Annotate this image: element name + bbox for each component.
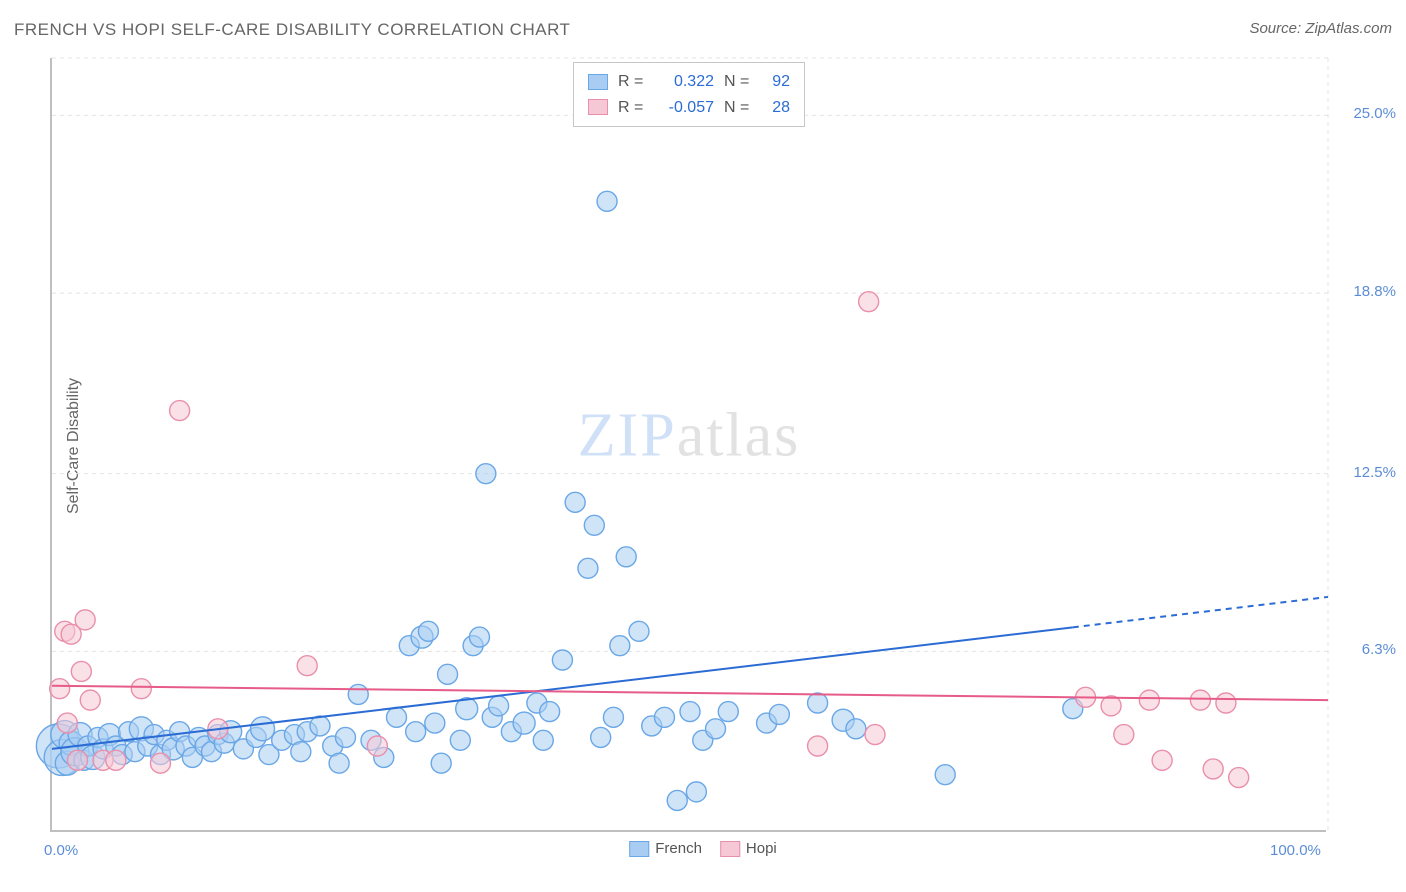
scatter-point — [578, 558, 598, 578]
scatter-point — [584, 515, 604, 535]
scatter-point — [450, 730, 470, 750]
scatter-point — [425, 713, 445, 733]
scatter-point — [406, 722, 426, 742]
legend-item: French — [629, 840, 702, 857]
stat-r-value: 0.322 — [656, 69, 714, 95]
stat-row: R = -0.057 N = 28 — [588, 95, 790, 121]
scatter-point — [513, 712, 535, 734]
scatter-point — [469, 627, 489, 647]
scatter-point — [438, 664, 458, 684]
y-tick-label: 25.0% — [1353, 105, 1396, 122]
scatter-point — [251, 717, 275, 741]
scatter-point — [431, 753, 451, 773]
scatter-point — [1101, 696, 1121, 716]
chart-container: FRENCH VS HOPI SELF-CARE DISABILITY CORR… — [0, 0, 1406, 892]
scatter-point — [565, 492, 585, 512]
scatter-point — [387, 707, 407, 727]
legend-swatch — [720, 841, 740, 857]
scatter-point — [540, 702, 560, 722]
scatter-point — [846, 719, 866, 739]
scatter-point — [1190, 690, 1210, 710]
scatter-point — [106, 750, 126, 770]
scatter-point — [718, 702, 738, 722]
scatter-point — [706, 719, 726, 739]
scatter-point — [603, 707, 623, 727]
stat-swatch — [588, 74, 608, 90]
scatter-point — [50, 679, 70, 699]
stat-r-value: -0.057 — [656, 95, 714, 121]
scatter-point — [629, 621, 649, 641]
scatter-point — [335, 727, 355, 747]
scatter-point — [476, 464, 496, 484]
scatter-point — [686, 782, 706, 802]
scatter-point — [170, 401, 190, 421]
stat-n-value: 92 — [762, 69, 790, 95]
scatter-point — [489, 696, 509, 716]
scatter-point — [667, 790, 687, 810]
scatter-point — [1114, 725, 1134, 745]
scatter-point — [552, 650, 572, 670]
scatter-point — [418, 621, 438, 641]
scatter-point — [591, 727, 611, 747]
legend-item: Hopi — [720, 840, 777, 857]
scatter-point — [808, 693, 828, 713]
scatter-point — [935, 765, 955, 785]
scatter-point — [610, 636, 630, 656]
scatter-point — [769, 704, 789, 724]
stat-row: R = 0.322 N = 92 — [588, 69, 790, 95]
scatter-point — [865, 725, 885, 745]
stat-swatch — [588, 99, 608, 115]
legend-label: French — [655, 840, 702, 857]
scatter-point — [1203, 759, 1223, 779]
stat-n-value: 28 — [762, 95, 790, 121]
scatter-point — [367, 736, 387, 756]
scatter-point — [654, 707, 674, 727]
scatter-point — [808, 736, 828, 756]
scatter-point — [1216, 693, 1236, 713]
scatter-point — [1229, 768, 1249, 788]
legend-label: Hopi — [746, 840, 777, 857]
y-tick-label: 6.3% — [1362, 641, 1396, 658]
plot-area: ZIPatlas R =0.322N =92R =-0.057N =28 — [50, 58, 1326, 832]
scatter-point — [291, 742, 311, 762]
scatter-point — [57, 713, 77, 733]
source-attribution: Source: ZipAtlas.com — [1249, 20, 1392, 37]
scatter-point — [150, 753, 170, 773]
legend-swatch — [629, 841, 649, 857]
stat-n-label: N = — [724, 95, 752, 121]
stat-n-label: N = — [724, 69, 752, 95]
scatter-point — [75, 610, 95, 630]
scatter-point — [329, 753, 349, 773]
scatter-point — [616, 547, 636, 567]
y-tick-label: 12.5% — [1353, 464, 1396, 481]
scatter-point — [680, 702, 700, 722]
scatter-svg — [52, 58, 1326, 830]
chart-title: FRENCH VS HOPI SELF-CARE DISABILITY CORR… — [14, 20, 570, 40]
x-tick-label: 100.0% — [1270, 842, 1321, 859]
correlation-stats-box: R = 0.322 N = 92 R = -0.057 N = 28 — [573, 62, 805, 127]
scatter-point — [859, 292, 879, 312]
stat-r-label: R = — [618, 95, 646, 121]
scatter-point — [1152, 750, 1172, 770]
scatter-point — [71, 661, 91, 681]
stat-r-label: R = — [618, 69, 646, 95]
series-legend: French Hopi — [629, 840, 777, 857]
scatter-point — [310, 716, 330, 736]
scatter-point — [597, 191, 617, 211]
scatter-point — [80, 690, 100, 710]
scatter-point — [533, 730, 553, 750]
scatter-point — [348, 684, 368, 704]
scatter-point — [131, 679, 151, 699]
x-tick-label: 0.0% — [44, 842, 78, 859]
y-tick-label: 18.8% — [1353, 283, 1396, 300]
scatter-point — [68, 750, 88, 770]
scatter-point — [297, 656, 317, 676]
scatter-point — [1139, 690, 1159, 710]
